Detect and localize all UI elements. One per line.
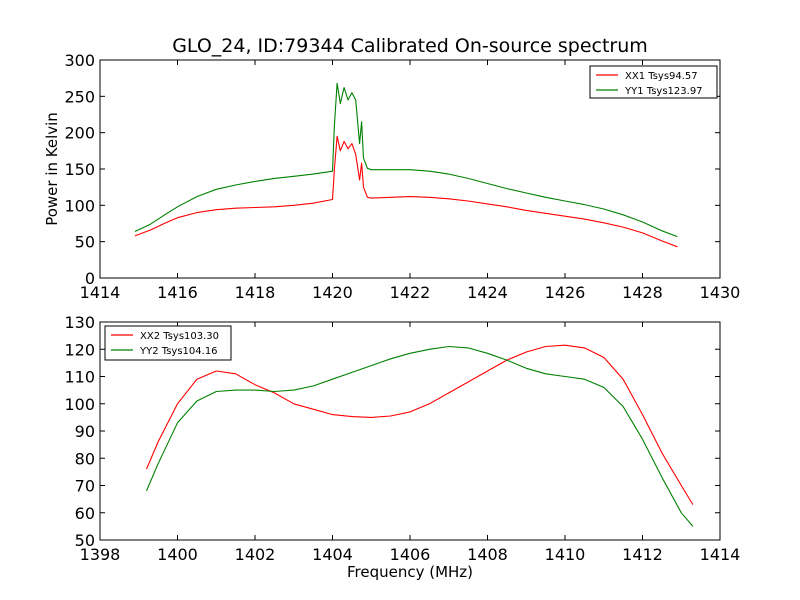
y-tick-label: 250 (64, 87, 95, 106)
bottom-panel: 1398 1400 1402 1404 1406 1408 1410 1412 1414 50 60… (64, 313, 740, 564)
legend-entry: YY2 Tsys104.16 (139, 346, 218, 357)
legend-box (589, 65, 718, 99)
x-tick-label: 1412 (622, 545, 663, 564)
y-tick-label: 130 (64, 313, 95, 332)
y-tick-label: 120 (64, 340, 95, 359)
top-y-axis-label: Power in Kelvin (43, 112, 61, 226)
x-tick-label: 1406 (390, 545, 431, 564)
y-tick-label: 50 (75, 531, 95, 550)
y-tick-label: 110 (64, 368, 95, 387)
x-tick-label: 1428 (622, 283, 663, 302)
x-tick-label: 1402 (235, 545, 276, 564)
y-tick-label: 0 (85, 269, 95, 288)
y-tick-label: 100 (64, 196, 95, 215)
x-tick-label: 1418 (235, 283, 276, 302)
x-tick-label: 1422 (390, 283, 431, 302)
x-tick-label: 1430 (700, 283, 741, 302)
y-tick-label: 300 (64, 51, 95, 70)
legend-entry: XX2 Tsys103.30 (140, 331, 219, 342)
y-tick-label: 100 (64, 395, 95, 414)
x-tick-label: 1420 (312, 283, 353, 302)
bottom-x-axis-label: Frequency (MHz) (347, 563, 473, 581)
series-line-1-1 (145, 345, 694, 527)
x-tick-label: 1408 (467, 545, 508, 564)
x-tick-label: 1410 (545, 545, 586, 564)
chart-title: GLO_24, ID:79344 Calibrated On-source sp… (172, 35, 648, 57)
x-tick-label: 1424 (467, 283, 508, 302)
x-tick-label: 1404 (312, 545, 353, 564)
y-tick-label: 70 (75, 477, 95, 496)
y-tick-label: 80 (75, 449, 95, 468)
legend-entry: YY1 Tsys123.97 (624, 86, 703, 97)
x-tick-label: 1426 (545, 283, 586, 302)
y-tick-label: 200 (64, 124, 95, 143)
legend-box (104, 325, 232, 361)
y-tick-label: 150 (64, 160, 95, 179)
y-tick-label: 50 (75, 233, 95, 252)
x-tick-label: 1414 (700, 545, 741, 564)
legend-entry: XX1 Tsys94.57 (625, 71, 698, 82)
x-tick-label: 1398 (80, 545, 121, 564)
y-tick-label: 90 (75, 422, 95, 441)
series-line-0-0 (134, 135, 678, 248)
x-tick-label: 1416 (157, 283, 198, 302)
x-tick-label: 1400 (157, 545, 198, 564)
x-tick-label: 1414 (80, 283, 121, 302)
series-line-1-0 (145, 344, 694, 505)
y-tick-label: 60 (75, 504, 95, 523)
top-panel: 1414 1416 1418 1420 1422 1424 1426 1428 1430 0 50 1… (64, 51, 740, 302)
series-line-0-1 (134, 82, 678, 238)
